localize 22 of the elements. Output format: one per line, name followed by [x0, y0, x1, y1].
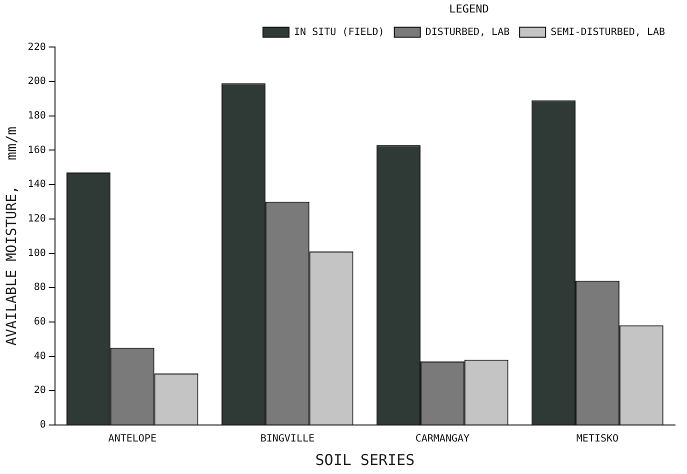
x-axis-title: SOIL SERIES [315, 450, 415, 469]
legend-label: IN SITU (FIELD) [294, 26, 384, 38]
legend-label: SEMI-DISTURBED, LAB [550, 26, 665, 38]
y-tick-label: 140 [28, 179, 46, 190]
y-tick-label: 0 [40, 420, 46, 431]
y-tick-label: 20 [34, 385, 46, 396]
x-tick-label: METISKO [576, 434, 619, 445]
legend-label: DISTURBED, LAB [425, 26, 510, 38]
y-tick-label: 220 [28, 42, 46, 53]
y-axis-title: AVAILABLE MOISTURE, mm/m [4, 126, 20, 346]
y-tick-label: 180 [28, 110, 46, 122]
y-tick-label: 40 [34, 350, 46, 362]
y-tick-label: 60 [34, 316, 46, 328]
y-tick-label: 160 [28, 144, 46, 156]
y-tick-label: 120 [28, 214, 46, 225]
y-tick-label: 100 [28, 248, 46, 259]
x-tick-label: ANTELOPE [108, 434, 156, 445]
x-tick-label: CARMANGAY [415, 434, 470, 445]
y-tick-label: 200 [28, 76, 46, 88]
y-tick-label: 80 [34, 282, 46, 294]
legend-title: LEGEND [449, 2, 489, 16]
x-tick-label: BINGVILLE [260, 434, 315, 445]
